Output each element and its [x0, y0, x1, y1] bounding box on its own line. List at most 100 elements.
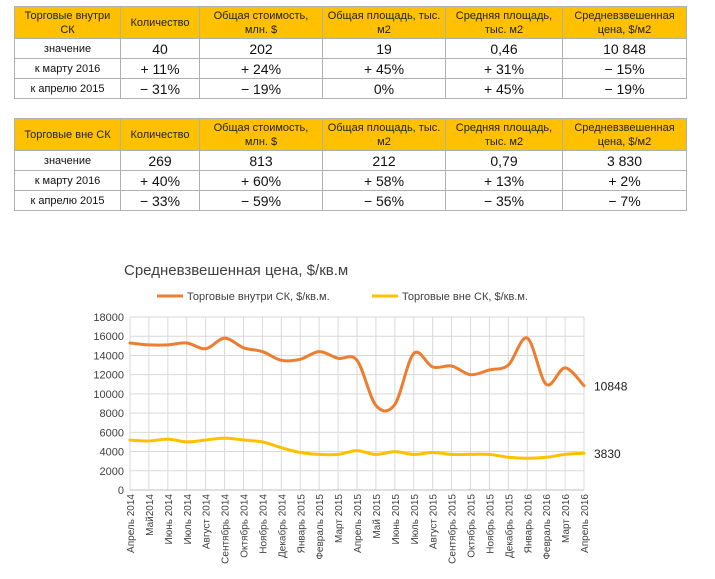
- x-tick-label: Апрель 2015: [353, 494, 364, 553]
- x-tick-label: Декабрь 2015: [503, 494, 515, 558]
- table-row: значение 40 202 19 0,46 10 848: [14, 38, 687, 59]
- y-tick-label: 2000: [100, 466, 124, 478]
- x-tick-label: Апрель 2016: [580, 494, 591, 553]
- x-tick-label: Май 2015: [372, 494, 383, 539]
- table-cell: 19: [322, 38, 446, 59]
- header-cell: Торговые внутри СК: [14, 6, 121, 39]
- y-axis: 0 2000 4000 6000 8000 10000 12000 14000 16000 180…: [93, 312, 124, 497]
- table-cell: − 15%: [562, 58, 687, 79]
- chart-legend: Торговые внутри СК, $/кв.м. Торговые вне…: [157, 291, 528, 303]
- y-tick-label: 14000: [93, 350, 124, 362]
- table-header-row: Торговые внутри СК Количество Общая стои…: [14, 6, 687, 39]
- table-row: к апрелю 2015 − 31% − 19% 0% + 45% − 19%: [14, 78, 687, 99]
- x-tick-label: Июнь 2015: [391, 494, 402, 545]
- header-cell: Количество: [120, 6, 200, 39]
- series-line-inside: [128, 336, 586, 413]
- header-cell: Торговые вне СК: [14, 118, 121, 151]
- table-cell: − 59%: [199, 190, 323, 211]
- table-cell: + 60%: [199, 170, 323, 191]
- table-cell: − 31%: [120, 78, 200, 99]
- y-tick-label: 4000: [100, 447, 124, 459]
- table-cell: 269: [120, 150, 200, 171]
- table-cell: 40: [120, 38, 200, 59]
- x-tick-label: Декабрь 2014: [276, 494, 288, 558]
- row-label: значение: [14, 150, 121, 171]
- chart-gridlines: [129, 316, 585, 491]
- table-cell: + 31%: [445, 58, 563, 79]
- table-inside-sk: Торговые внутри СК Количество Общая стои…: [14, 6, 687, 99]
- y-tick-label: 6000: [100, 427, 124, 439]
- table-row: значение 269 813 212 0,79 3 830: [14, 150, 687, 171]
- table-cell: 0,79: [445, 150, 563, 171]
- x-tick-label: Май2014: [145, 494, 156, 536]
- chart-series: 10848 3830: [128, 336, 628, 461]
- series-line-outside: [128, 436, 586, 460]
- table-cell: − 19%: [562, 78, 687, 99]
- table-cell: + 2%: [562, 170, 687, 191]
- table-cell: + 58%: [322, 170, 446, 191]
- y-tick-label: 8000: [100, 408, 124, 420]
- header-cell: Средневзвешенная цена, $/м2: [562, 118, 687, 151]
- table-cell: + 40%: [120, 170, 200, 191]
- table-cell: 212: [322, 150, 446, 171]
- table-cell: − 56%: [322, 190, 446, 211]
- table-header-row: Торговые вне СК Количество Общая стоимос…: [14, 118, 687, 151]
- table-cell: + 45%: [445, 78, 563, 99]
- table-row: к марту 2016 + 40% + 60% + 58% + 13% + 2…: [14, 170, 687, 191]
- row-label: значение: [14, 38, 121, 59]
- x-tick-label: Март 2015: [334, 494, 345, 543]
- table-cell: 0%: [322, 78, 446, 99]
- x-tick-label: Июль 2015: [410, 494, 421, 545]
- x-tick-label: Июль 2014: [183, 494, 194, 545]
- table-cell: − 7%: [562, 190, 687, 211]
- x-tick-label: Октябрь 2014: [239, 494, 251, 558]
- table-cell: + 13%: [445, 170, 563, 191]
- header-cell: Средневзвешенная цена, $/м2: [562, 6, 687, 39]
- x-tick-label: Сентябрь 2015: [447, 494, 459, 564]
- x-tick-label: Июнь 2014: [164, 494, 175, 545]
- y-tick-label: 16000: [93, 331, 124, 343]
- table-cell: + 24%: [199, 58, 323, 79]
- x-tick-label: Апрель 2014: [126, 494, 137, 553]
- x-tick-label: Ноябрь 2015: [484, 494, 496, 554]
- x-tick-label: Сентябрь 2014: [220, 494, 232, 564]
- y-tick-label: 10000: [93, 389, 124, 401]
- row-label: к марту 2016: [14, 170, 121, 191]
- table-row: к апрелю 2015 − 33% − 59% − 56% − 35% − …: [14, 190, 687, 211]
- x-tick-label: Январь 2016: [523, 494, 534, 554]
- table-cell: 3 830: [562, 150, 687, 171]
- price-line-chart: Средневзвешенная цена, $/кв.м Торговые в…: [93, 262, 628, 564]
- x-tick-label: Август 2015: [429, 494, 440, 550]
- x-tick-label: Февраль 2015: [315, 494, 326, 560]
- header-cell: Общая стоимость, млн. $: [199, 118, 323, 151]
- y-tick-label: 18000: [93, 312, 124, 324]
- row-label: к апрелю 2015: [14, 78, 121, 99]
- header-cell: Средняя площадь, тыс. м2: [445, 6, 563, 39]
- x-tick-label: Февраль 2016: [542, 494, 553, 560]
- x-tick-label: Август 2014: [202, 494, 213, 550]
- row-label: к апрелю 2015: [14, 190, 121, 211]
- x-tick-label: Октябрь 2015: [466, 494, 478, 558]
- row-label: к марту 2016: [14, 58, 121, 79]
- table-cell: 0,46: [445, 38, 563, 59]
- header-cell: Общая площадь, тыс. м2: [322, 118, 446, 151]
- end-value-label: 3830: [594, 447, 621, 461]
- table-cell: − 19%: [199, 78, 323, 99]
- table-cell: + 45%: [322, 58, 446, 79]
- table-cell: 202: [199, 38, 323, 59]
- x-axis: Апрель 2014 Май2014 Июнь 2014 Июль 2014 Авгу…: [126, 489, 591, 564]
- table-outside-sk: Торговые вне СК Количество Общая стоимос…: [14, 118, 687, 211]
- x-tick-label: Ноябрь 2014: [257, 494, 269, 554]
- table-cell: − 35%: [445, 190, 563, 211]
- legend-label-outside: Торговые вне СК, $/кв.м.: [402, 291, 528, 303]
- table-row: к марту 2016 + 11% + 24% + 45% + 31% − 1…: [14, 58, 687, 79]
- header-cell: Количество: [120, 118, 200, 151]
- header-cell: Общая площадь, тыс. м2: [322, 6, 446, 39]
- chart-title: Средневзвешенная цена, $/кв.м: [124, 262, 348, 279]
- table-cell: + 11%: [120, 58, 200, 79]
- end-value-label: 10848: [594, 380, 628, 394]
- x-tick-label: Март 2016: [561, 494, 572, 543]
- y-tick-label: 0: [118, 485, 124, 497]
- table-cell: 10 848: [562, 38, 687, 59]
- header-cell: Средняя площадь, тыс. м2: [445, 118, 563, 151]
